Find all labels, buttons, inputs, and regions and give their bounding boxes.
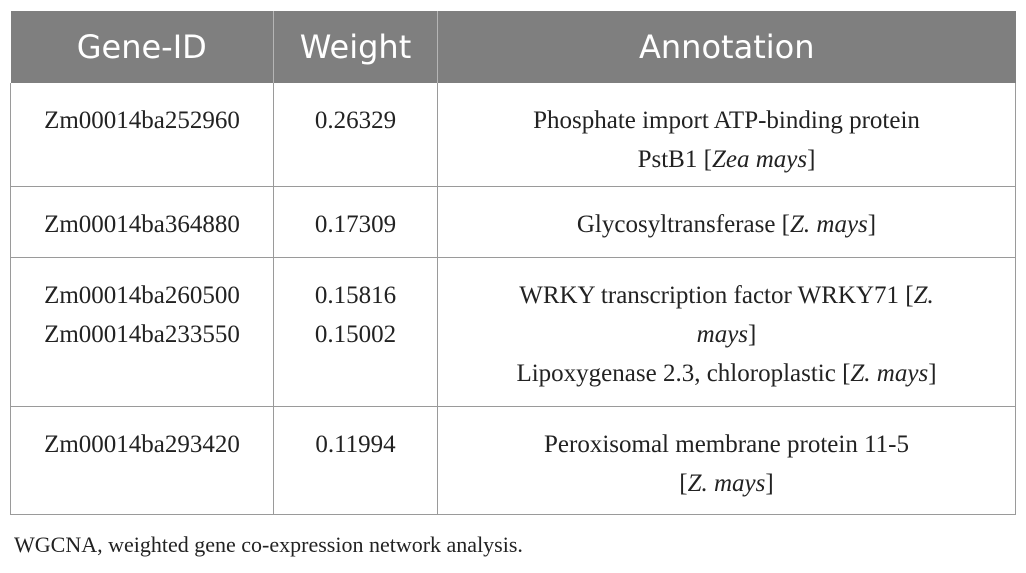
gene-id-cell: Zm00014ba260500 Zm00014ba233550 [10, 257, 274, 407]
annotation-line: [Z. mays] [679, 470, 774, 497]
weight-cell: 0.11994 [273, 406, 438, 515]
weight-cell: 0.15816 0.15002 [273, 257, 438, 407]
table-row: Zm00014ba252960 0.26329 Phosphate import… [10, 83, 1016, 187]
gene-id: Zm00014ba233550 [44, 321, 240, 348]
annotation-line: PstB1 [Zea mays] [637, 146, 816, 173]
header-weight: Weight [273, 11, 438, 83]
weight-value: 0.15002 [314, 321, 397, 348]
gene-id: Zm00014ba364880 [44, 211, 240, 238]
species-name: Z. [913, 282, 934, 309]
header-row: Gene-ID Weight Annotation [10, 11, 1016, 83]
annotation-line: Phosphate import ATP-binding protein [533, 107, 920, 134]
annotation-cell: Peroxisomal membrane protein 11-5 [Z. ma… [437, 406, 1016, 515]
gene-id: Zm00014ba252960 [44, 107, 240, 134]
annotation-line: Glycosyltransferase [Z. mays] [576, 211, 877, 238]
table-row: Zm00014ba293420 0.11994 Peroxisomal memb… [10, 406, 1016, 515]
gene-id: Zm00014ba260500 [44, 282, 240, 309]
table-footnote: WGCNA, weighted gene co-expression netwo… [14, 532, 523, 557]
weight-cell: 0.26329 [273, 83, 438, 187]
annotation-line: Peroxisomal membrane protein 11-5 [544, 431, 909, 458]
weight-value: 0.15816 [314, 282, 397, 309]
weight-cell: 0.17309 [273, 186, 438, 258]
gene-id: Zm00014ba293420 [44, 431, 240, 458]
header-gene-id: Gene-ID [10, 11, 274, 83]
species-name: Z. mays [790, 211, 868, 238]
annotation-line: WRKY transcription factor WRKY71 [Z. [519, 282, 934, 309]
table-row: Zm00014ba260500 Zm00014ba233550 0.15816 … [10, 257, 1016, 407]
annotation-cell: WRKY transcription factor WRKY71 [Z. may… [437, 257, 1016, 407]
weight-value: 0.17309 [314, 211, 397, 238]
header-annotation: Annotation [437, 11, 1016, 83]
species-name: mays [696, 321, 749, 348]
table-row: Zm00014ba364880 0.17309 Glycosyltransfer… [10, 186, 1016, 258]
species-name: Zea mays [711, 146, 808, 173]
annotation-cell: Glycosyltransferase [Z. mays] [437, 186, 1016, 258]
annotation-cell: Phosphate import ATP-binding protein Pst… [437, 83, 1016, 187]
species-name: Z. mays [687, 470, 766, 497]
annotation-line: mays] [696, 321, 757, 348]
gene-id-cell: Zm00014ba293420 [10, 406, 274, 515]
gene-table: Gene-ID Weight Annotation Zm00014ba25296… [10, 11, 1016, 515]
annotation-line: Lipoxygenase 2.3, chloroplastic [Z. mays… [516, 360, 937, 387]
weight-value: 0.26329 [314, 107, 397, 134]
gene-id-cell: Zm00014ba364880 [10, 186, 274, 258]
species-name: Z. mays [850, 360, 929, 387]
gene-id-cell: Zm00014ba252960 [10, 83, 274, 187]
weight-value: 0.11994 [315, 431, 396, 458]
